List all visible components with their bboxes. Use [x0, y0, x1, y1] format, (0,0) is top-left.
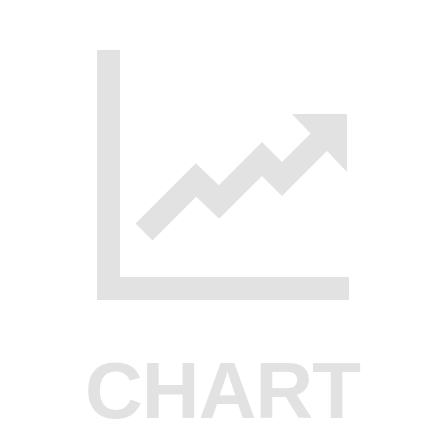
placeholder-label: CHART	[85, 346, 361, 435]
chart-icon-trend-line	[135, 130, 331, 241]
chart-icon-y-axis	[97, 50, 120, 300]
chart-icon-x-axis	[97, 277, 349, 300]
chart-icon-arrow-head	[292, 114, 347, 172]
